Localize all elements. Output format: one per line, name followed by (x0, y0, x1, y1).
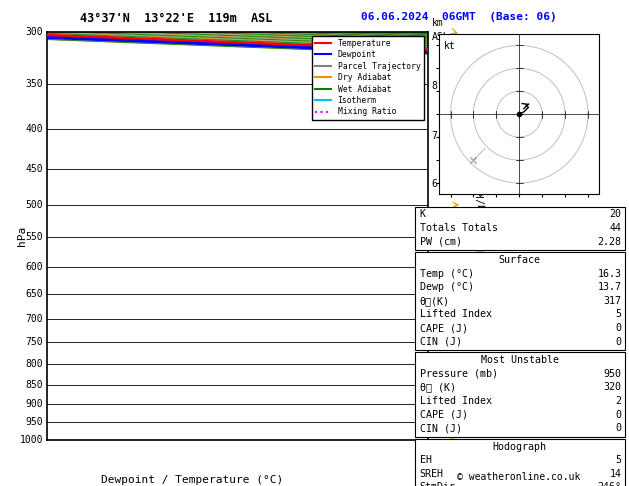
Text: 2.28: 2.28 (598, 237, 621, 246)
Legend: Temperature, Dewpoint, Parcel Trajectory, Dry Adiabat, Wet Adiabat, Isotherm, Mi: Temperature, Dewpoint, Parcel Trajectory… (312, 35, 424, 120)
Text: 650: 650 (26, 289, 43, 299)
Text: SREH: SREH (420, 469, 443, 479)
Text: km: km (431, 17, 443, 28)
Text: 7: 7 (431, 131, 438, 141)
Text: Hodograph: Hodograph (493, 442, 547, 451)
Text: 5: 5 (431, 226, 438, 236)
Text: PW (cm): PW (cm) (420, 237, 462, 246)
Text: 6: 6 (431, 179, 438, 189)
Text: 950: 950 (26, 417, 43, 428)
Text: 0: 0 (615, 410, 621, 419)
Text: CAPE (J): CAPE (J) (420, 323, 467, 333)
Text: 0: 0 (615, 337, 621, 347)
Text: EH: EH (420, 455, 431, 465)
Text: CIN (J): CIN (J) (420, 423, 462, 433)
Text: 550: 550 (26, 232, 43, 242)
Text: ASL: ASL (431, 32, 449, 42)
Text: 13.7: 13.7 (598, 282, 621, 292)
Text: 44: 44 (610, 223, 621, 233)
Text: 5: 5 (615, 310, 621, 319)
Text: 900: 900 (26, 399, 43, 409)
Text: 0: 0 (615, 423, 621, 433)
Text: Dewpoint / Temperature (°C): Dewpoint / Temperature (°C) (101, 474, 283, 485)
Text: θᴇ (K): θᴇ (K) (420, 382, 455, 392)
Text: CAPE (J): CAPE (J) (420, 410, 467, 419)
Text: 06.06.2024  06GMT  (Base: 06): 06.06.2024 06GMT (Base: 06) (361, 12, 557, 22)
Text: 2: 2 (615, 396, 621, 406)
Text: 700: 700 (26, 314, 43, 324)
Text: 800: 800 (26, 359, 43, 369)
Text: 246°: 246° (598, 483, 621, 486)
Text: Totals Totals: Totals Totals (420, 223, 498, 233)
Text: 400: 400 (26, 124, 43, 134)
Text: 2: 2 (431, 357, 438, 367)
Text: 1000: 1000 (20, 435, 43, 445)
Text: StmDir: StmDir (420, 483, 455, 486)
Text: K: K (420, 209, 426, 219)
Text: Lifted Index: Lifted Index (420, 396, 491, 406)
Text: 1: 1 (431, 399, 438, 408)
Text: 0: 0 (615, 323, 621, 333)
Text: 850: 850 (26, 380, 43, 390)
Text: 750: 750 (26, 337, 43, 347)
Text: 8: 8 (431, 81, 438, 91)
Text: 14: 14 (610, 469, 621, 479)
Text: Most Unstable: Most Unstable (481, 355, 559, 365)
Text: Temp (°C): Temp (°C) (420, 269, 474, 278)
Text: hPa: hPa (18, 226, 28, 246)
Text: Dewp (°C): Dewp (°C) (420, 282, 474, 292)
Text: Lifted Index: Lifted Index (420, 310, 491, 319)
Text: 450: 450 (26, 164, 43, 174)
Text: 317: 317 (603, 296, 621, 306)
Text: LCL: LCL (431, 424, 449, 434)
Text: 600: 600 (26, 261, 43, 272)
Text: 350: 350 (26, 79, 43, 89)
Text: Mixing Ratio (g/kg): Mixing Ratio (g/kg) (477, 180, 487, 292)
Text: © weatheronline.co.uk: © weatheronline.co.uk (457, 472, 581, 482)
Text: 500: 500 (26, 200, 43, 210)
Text: θᴇ(K): θᴇ(K) (420, 296, 450, 306)
Text: 5: 5 (615, 455, 621, 465)
Text: 320: 320 (603, 382, 621, 392)
Text: 300: 300 (26, 27, 43, 36)
Text: 4: 4 (431, 271, 438, 280)
Text: Pressure (mb): Pressure (mb) (420, 369, 498, 379)
Text: 16.3: 16.3 (598, 269, 621, 278)
Text: Surface: Surface (499, 255, 541, 265)
Text: 20: 20 (610, 209, 621, 219)
Text: kt: kt (443, 41, 455, 51)
Text: 3: 3 (431, 314, 438, 324)
Text: 950: 950 (603, 369, 621, 379)
Text: 43°37'N  13°22'E  119m  ASL: 43°37'N 13°22'E 119m ASL (80, 12, 272, 25)
Text: CIN (J): CIN (J) (420, 337, 462, 347)
